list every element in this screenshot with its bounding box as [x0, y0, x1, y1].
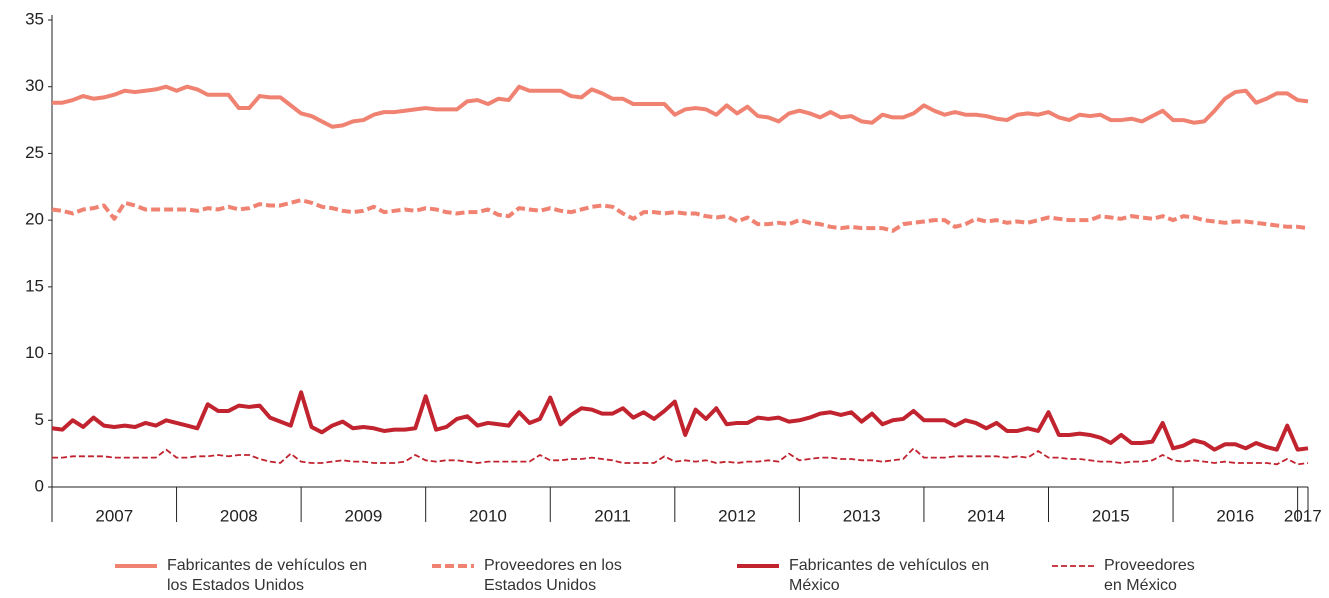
y-tick-label: 15	[25, 276, 44, 295]
y-tick-label: 10	[25, 343, 44, 362]
x-tick-label: 2007	[95, 506, 133, 525]
legend-label: Fabricantes de vehículos en los Estados …	[167, 557, 368, 594]
x-tick-label: 2011	[594, 506, 631, 525]
series-line	[52, 84, 1309, 129]
legend-swatch	[737, 564, 779, 568]
y-tick-label: 0	[35, 476, 44, 495]
y-tick-label: 30	[25, 76, 44, 95]
legend-item: Fabricantes de vehículos en México	[737, 556, 999, 596]
legend-label: Proveedores en México	[1104, 557, 1195, 594]
x-tick-label: 2012	[718, 506, 756, 525]
y-tick-label: 20	[25, 210, 44, 229]
legend-swatch	[432, 564, 474, 568]
legend-item: Proveedores en México	[1052, 556, 1214, 596]
legend-item: Proveedores en los Estados Unidos	[432, 556, 649, 596]
legend-swatch	[1052, 565, 1094, 567]
legend-label: Proveedores en los Estados Unidos	[484, 557, 622, 594]
y-tick-label: 35	[25, 9, 44, 28]
plot: 0 5 10 15 20 25 30 35 2007 2008 2009 2010 2011 2012 20…	[25, 9, 1322, 525]
x-tick-label: 2009	[344, 506, 382, 525]
x-tick-label: 2017	[1284, 506, 1322, 525]
series-line	[51, 198, 1309, 233]
x-tick-label: 2010	[469, 506, 507, 525]
x-tick-label: 2013	[843, 506, 881, 525]
x-tick-label: 2015	[1092, 506, 1130, 525]
x-tick-label: 2016	[1216, 506, 1254, 525]
x-tick-label: 2014	[967, 506, 1005, 525]
series-line	[51, 390, 1309, 452]
legend-item: Fabricantes de vehículos en los Estados …	[115, 556, 377, 596]
legend-swatch	[115, 564, 157, 568]
y-tick-label: 5	[35, 410, 44, 429]
y-tick-label: 25	[25, 143, 44, 162]
legend-label: Fabricantes de vehículos en México	[789, 557, 990, 594]
x-tick-label: 2008	[220, 506, 258, 525]
series-line	[52, 447, 1309, 466]
